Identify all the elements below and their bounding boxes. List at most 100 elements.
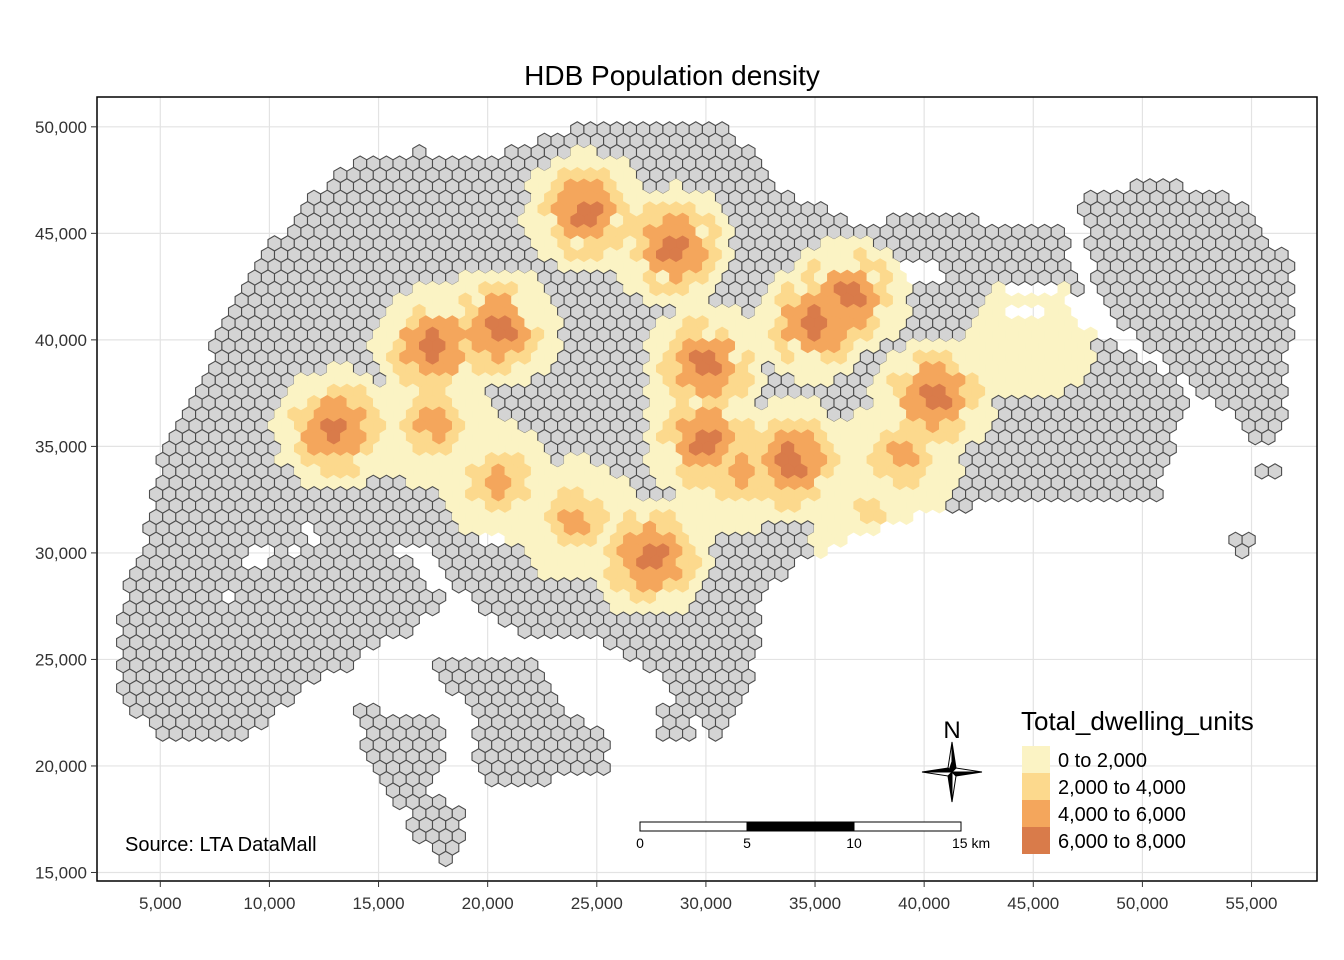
hex-cell <box>905 246 921 264</box>
hex-cell <box>306 668 322 685</box>
hex-cell <box>1070 280 1085 298</box>
hex-cell <box>478 599 493 617</box>
y-tick-label: 40,000 <box>35 331 87 350</box>
hex-cell <box>682 725 697 742</box>
hex-cell <box>181 725 197 742</box>
hex-cell <box>168 725 183 742</box>
hex-cell <box>280 691 295 708</box>
y-tick-label: 30,000 <box>35 544 87 563</box>
legend-swatch-0 <box>1022 746 1050 773</box>
hex-cell <box>668 725 684 742</box>
x-tick-label: 5,000 <box>139 894 182 913</box>
x-axis-ticks: 5,000 10,000 15,000 20,000 25,000 30,000 35,00… <box>139 881 1278 913</box>
legend: Total_dwelling_units 0 to 2,000 2,000 to… <box>1021 706 1254 854</box>
hex-cell <box>1083 485 1098 503</box>
hexagon-grid <box>116 121 1296 868</box>
hex-cell <box>570 622 585 640</box>
hex-cell <box>1248 428 1263 446</box>
hex-cell <box>945 497 960 514</box>
legend-label-3: 6,000 to 8,000 <box>1058 831 1186 853</box>
x-tick-label: 50,000 <box>1116 894 1168 913</box>
hex-cell <box>254 531 269 549</box>
hex-cell <box>1123 485 1138 503</box>
hex-cell <box>1215 394 1230 412</box>
hex-cell <box>412 531 427 549</box>
hex-cell <box>583 622 598 640</box>
hex-cell <box>1057 485 1072 503</box>
scale-segment-1 <box>639 821 748 832</box>
scale-segment-2 <box>746 821 855 832</box>
hex-cell <box>537 770 552 788</box>
hex-cell <box>339 656 355 674</box>
hex-cell <box>208 725 223 742</box>
y-axis-ticks: 15,000 20,000 25,000 30,000 35,000 40,000 45,0… <box>35 118 97 882</box>
x-tick-label: 35,000 <box>789 894 841 913</box>
hex-cell <box>385 622 401 640</box>
scale-bar: 0 5 10 15 km <box>636 821 990 851</box>
y-tick-label: 25,000 <box>35 650 87 669</box>
hex-cell <box>497 770 513 788</box>
x-tick-label: 15,000 <box>353 894 405 913</box>
x-tick-label: 40,000 <box>898 894 950 913</box>
hex-cell <box>1109 485 1125 503</box>
hex-cell <box>392 793 407 811</box>
x-tick-label: 45,000 <box>1007 894 1059 913</box>
hex-cell <box>1267 463 1283 480</box>
hex-cell <box>195 725 210 742</box>
map-title: HDB Population density <box>524 60 820 91</box>
hex-cell <box>596 759 611 777</box>
hex-cell <box>622 645 638 663</box>
hex-cell-populated <box>866 520 881 537</box>
scale-label-10: 10 <box>846 835 862 851</box>
hex-cell <box>399 622 414 640</box>
hex-cell <box>438 850 453 868</box>
x-tick-label: 25,000 <box>571 894 623 913</box>
hex-cell <box>530 622 545 640</box>
hex-cell <box>642 656 657 674</box>
x-tick-label: 30,000 <box>680 894 732 913</box>
hex-cell <box>326 656 341 674</box>
hex-cell-populated <box>813 543 828 560</box>
hex-cell-populated <box>833 531 848 548</box>
hex-cell <box>1195 383 1210 400</box>
legend-swatch-2 <box>1022 800 1050 827</box>
hex-cell <box>800 542 815 560</box>
hex-cell <box>155 725 170 742</box>
north-label: N <box>943 717 960 744</box>
hex-cell <box>1096 485 1111 503</box>
hex-cell <box>524 770 539 788</box>
hex-cell <box>570 759 585 777</box>
hex-cell <box>1070 485 1085 503</box>
hex-cell <box>1037 269 1052 286</box>
legend-swatch-3 <box>1022 827 1050 854</box>
hex-cell <box>1004 485 1019 503</box>
hex-cell <box>655 725 671 742</box>
hex-cell <box>497 611 513 628</box>
hex-cell <box>399 531 414 549</box>
x-tick-label: 20,000 <box>462 894 514 913</box>
hex-cell <box>517 622 532 640</box>
hex-cell <box>1254 463 1269 480</box>
north-arrow-icon: N <box>921 717 983 803</box>
hex-cell <box>129 702 144 720</box>
hex-cell <box>1017 485 1033 503</box>
scale-label-5: 5 <box>743 835 751 851</box>
hex-cell <box>708 725 723 742</box>
scale-label-0: 0 <box>636 835 644 851</box>
hex-cell <box>1234 542 1250 560</box>
hex-cell <box>1116 314 1131 332</box>
hex-cell <box>254 713 269 731</box>
y-tick-label: 15,000 <box>35 863 87 882</box>
hex-cell <box>583 759 598 777</box>
hex-cell <box>510 770 526 788</box>
hex-cell <box>1136 485 1151 503</box>
hex-cell <box>366 634 381 651</box>
hex-cell-populated <box>899 509 914 525</box>
scale-label-15km: 15 km <box>952 835 990 851</box>
hex-cell <box>991 485 1006 503</box>
hex-cell <box>958 497 973 514</box>
hex-cell <box>1030 485 1046 503</box>
y-tick-label: 50,000 <box>35 118 87 137</box>
hex-cell <box>557 622 572 640</box>
